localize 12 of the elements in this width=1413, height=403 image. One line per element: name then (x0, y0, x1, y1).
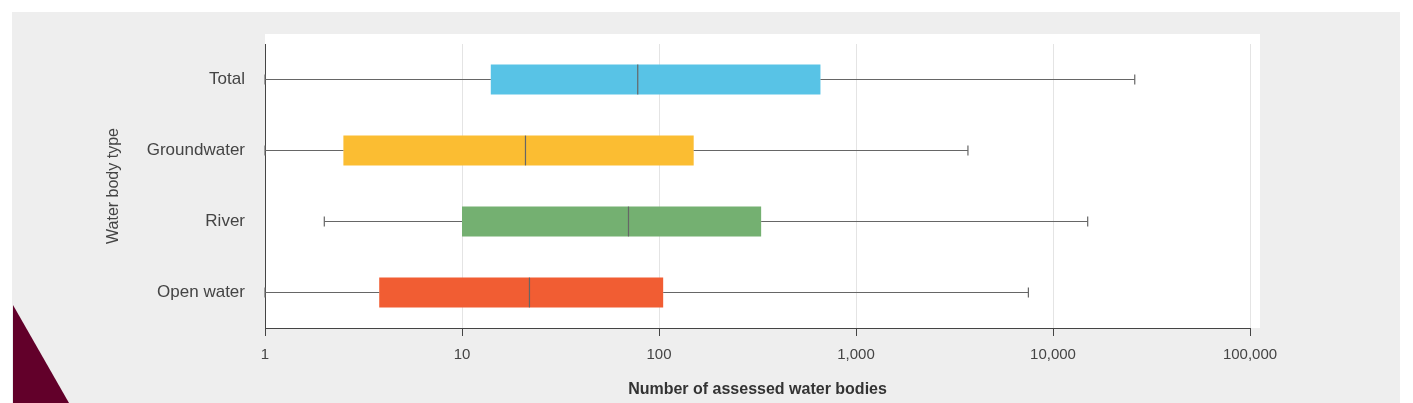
x-tick-label: 10,000 (1030, 345, 1076, 363)
y-tick-label: Total (209, 69, 245, 89)
x-tick-label: 10 (453, 345, 471, 363)
y-tick-label: River (205, 211, 246, 231)
x-tick-label: 1 (260, 345, 270, 363)
x-tick-label: 100,000 (1222, 345, 1278, 363)
y-tick-label: Groundwater (146, 140, 246, 160)
x-tick-label: 1,000 (837, 345, 875, 363)
x-tick-label: 100 (646, 345, 672, 363)
x-axis-title: Number of assessed water bodies (628, 379, 887, 397)
y-tick-label: Open water (157, 282, 246, 302)
y-axis-title: Water body type (104, 127, 122, 244)
